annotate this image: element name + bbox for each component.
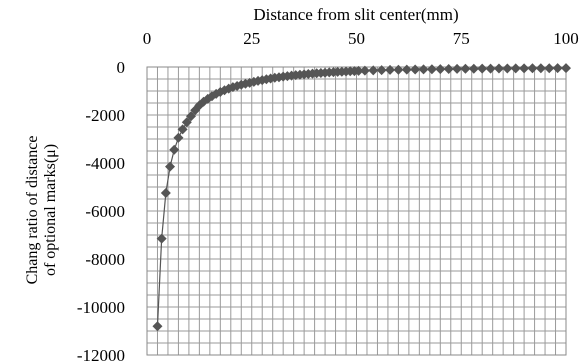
- data-point: [418, 64, 429, 75]
- data-point: [152, 321, 163, 332]
- y-tick-label: -6000: [85, 202, 125, 221]
- data-point: [552, 63, 563, 74]
- x-tick-label: 25: [243, 29, 260, 48]
- data-point: [401, 64, 412, 75]
- y-tick-label: -8000: [85, 250, 125, 269]
- data-point: [359, 65, 370, 76]
- y-tick-label: -10000: [77, 298, 125, 317]
- x-tick-label: 50: [348, 29, 365, 48]
- data-point: [160, 188, 171, 198]
- plot-area: [146, 66, 567, 356]
- x-tick-labels: 0 25 50 75 100: [143, 29, 579, 48]
- y-tick-label: -12000: [77, 346, 125, 363]
- data-point: [527, 63, 538, 74]
- y-tick-label: -4000: [85, 154, 125, 173]
- data-point: [443, 63, 454, 74]
- data-point: [410, 64, 421, 75]
- series: [152, 63, 571, 332]
- data-point: [477, 63, 488, 74]
- data-point: [485, 63, 496, 74]
- data-point: [177, 124, 188, 135]
- y-axis-title-line-1: Chang ratio of distance: [24, 136, 41, 285]
- data-point: [468, 63, 479, 74]
- data-point: [519, 63, 530, 74]
- data-point: [502, 63, 513, 74]
- data-point: [460, 63, 471, 74]
- data-point: [165, 161, 176, 172]
- data-point: [169, 144, 180, 155]
- data-point: [393, 64, 404, 75]
- grid: [147, 67, 566, 355]
- data-point: [535, 63, 546, 74]
- data-point: [385, 64, 396, 75]
- x-tick-label: 100: [553, 29, 579, 48]
- data-point: [561, 63, 571, 74]
- data-point: [181, 117, 192, 128]
- y-tick-labels: 0 -2000 -4000 -6000 -8000 -10000 -12000: [77, 58, 125, 363]
- y-axis-title-line-2: of optional marks(μ): [42, 144, 59, 276]
- x-axis-title: Distance from slit center(mm): [253, 5, 458, 24]
- data-point: [376, 65, 387, 76]
- x-tick-label: 0: [143, 29, 152, 48]
- data-point: [435, 64, 446, 75]
- data-point: [510, 63, 521, 74]
- y-axis-title: Chang ratio of distance of optional mark…: [24, 136, 59, 285]
- series-line: [156, 67, 567, 327]
- y-tick-label: -2000: [85, 106, 125, 125]
- data-point: [173, 132, 184, 143]
- data-point: [452, 63, 463, 74]
- data-point: [185, 111, 196, 122]
- x-tick-label: 75: [453, 29, 470, 48]
- data-point: [368, 65, 379, 76]
- y-tick-label: 0: [117, 58, 126, 77]
- data-point: [426, 64, 437, 75]
- data-point: [544, 63, 555, 74]
- data-point: [353, 65, 364, 76]
- data-point: [493, 63, 504, 74]
- data-point: [156, 233, 167, 244]
